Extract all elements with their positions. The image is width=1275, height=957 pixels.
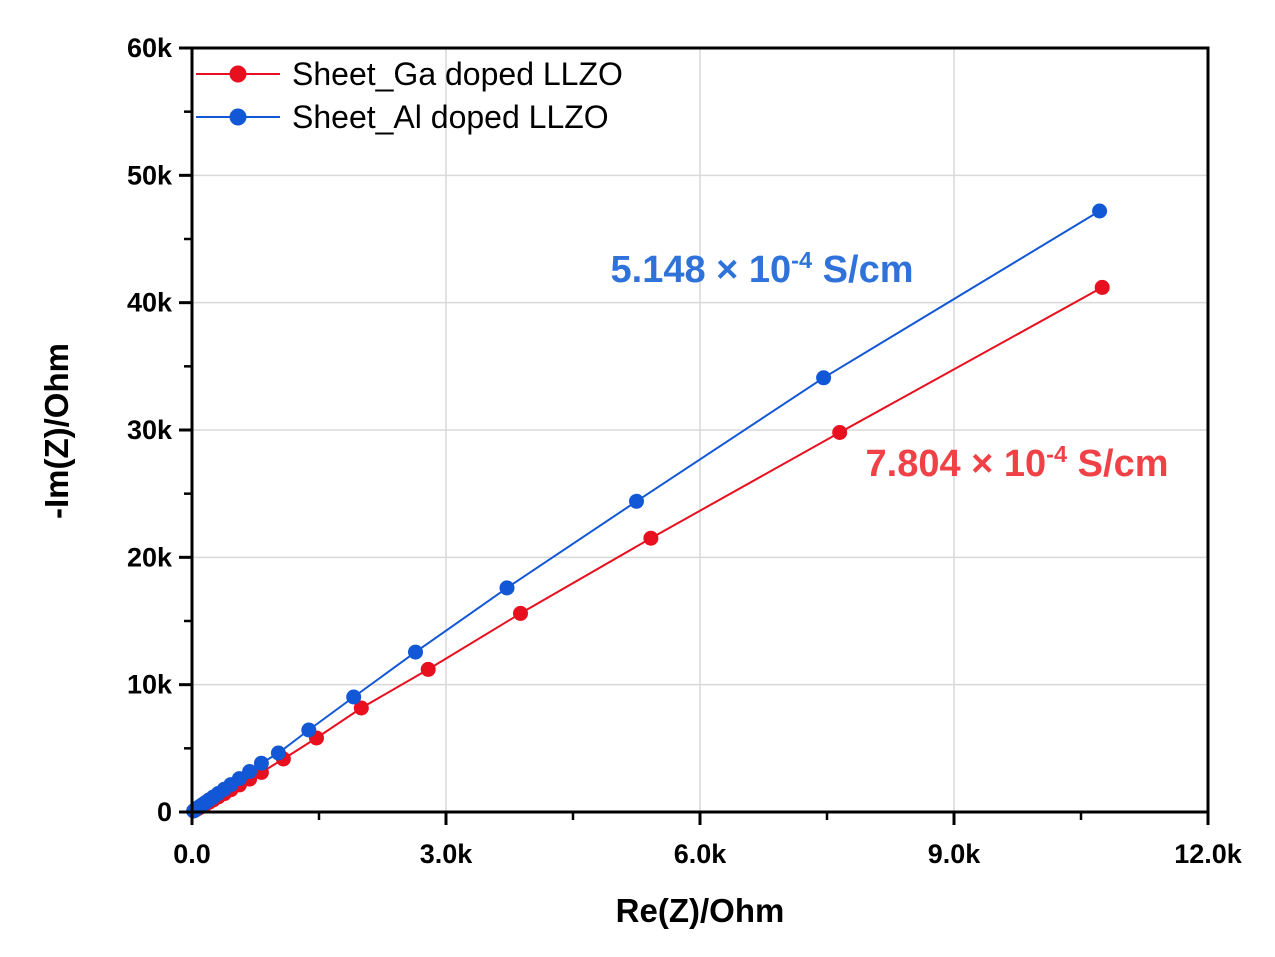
y-tick-label: 30k xyxy=(127,415,173,445)
y-tick-label: 60k xyxy=(127,33,173,63)
x-tick-label: 3.0k xyxy=(420,839,474,869)
series-line-1 xyxy=(193,210,1101,812)
conductivity-annotation-ga-doped: 7.804 × 10-4 S/cm xyxy=(865,441,1169,485)
data-point-marker xyxy=(629,493,644,509)
data-point-marker xyxy=(816,370,832,386)
x-tick-label: 6.0k xyxy=(674,839,728,869)
legend-marker-al-line-dot-icon xyxy=(196,108,280,125)
legend-label-ga-doped: Sheet_Ga doped LLZO xyxy=(292,55,623,92)
y-tick-label: 20k xyxy=(127,542,173,572)
x-axis-title: Re(Z)/Ohm xyxy=(615,892,785,929)
legend-item-al-doped: Sheet_Al doped LLZO xyxy=(196,95,623,138)
annotation-al-prefix: 5.148 × 10 xyxy=(610,248,792,291)
data-point-marker xyxy=(242,764,258,779)
y-tick-label: 10k xyxy=(127,670,173,700)
x-tick-label: 12.0k xyxy=(1174,839,1243,869)
data-point-marker xyxy=(346,689,362,705)
data-point-marker xyxy=(420,661,436,677)
x-tick-label: 9.0k xyxy=(928,839,982,869)
annotation-ga-suffix: S/cm xyxy=(1067,442,1169,485)
data-point-marker xyxy=(499,580,515,596)
legend-marker-ga-line-dot-icon xyxy=(196,65,280,82)
data-point-marker xyxy=(1094,279,1110,295)
annotation-ga-exponent: -4 xyxy=(1046,441,1068,468)
x-tick-label: 0.0 xyxy=(173,839,211,869)
data-point-marker xyxy=(253,755,269,771)
y-tick-label: 0 xyxy=(157,797,172,827)
y-axis-title: -Im(Z)/Ohm xyxy=(38,343,75,519)
data-point-marker xyxy=(832,425,848,440)
data-point-marker xyxy=(408,644,423,660)
legend-item-ga-doped: Sheet_Ga doped LLZO xyxy=(196,52,623,95)
data-point-marker xyxy=(513,605,528,621)
data-point-marker xyxy=(1092,203,1108,219)
annotation-al-exponent: -4 xyxy=(791,247,813,274)
data-point-marker xyxy=(301,722,317,738)
legend: Sheet_Ga doped LLZO Sheet_Al doped LLZO xyxy=(196,52,623,138)
annotation-al-suffix: S/cm xyxy=(812,248,914,291)
data-point-marker xyxy=(270,745,286,761)
conductivity-annotation-al-doped: 5.148 × 10-4 S/cm xyxy=(610,247,914,291)
y-tick-label: 40k xyxy=(127,288,173,318)
y-tick-label: 50k xyxy=(127,160,173,190)
series-line-0 xyxy=(193,286,1103,812)
data-point-marker xyxy=(643,530,659,546)
legend-label-al-doped: Sheet_Al doped LLZO xyxy=(292,98,609,135)
annotation-ga-prefix: 7.804 × 10 xyxy=(865,442,1047,485)
data-point-marker xyxy=(353,700,369,716)
